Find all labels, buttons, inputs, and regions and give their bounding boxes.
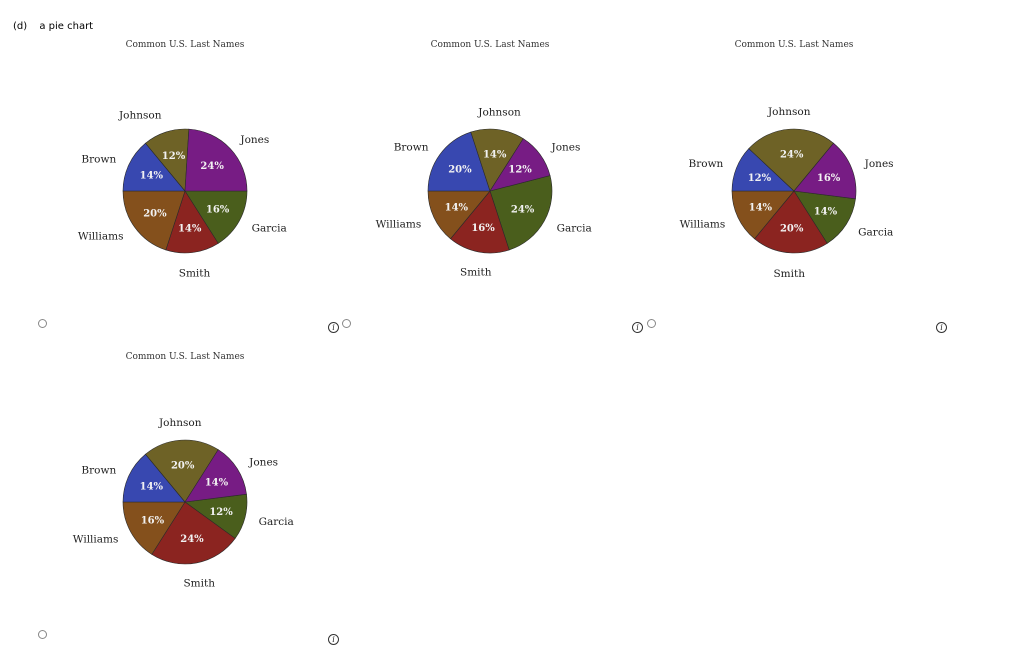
slice-category-label: Johnson [477, 107, 521, 119]
slice-percent-label: 24% [180, 534, 204, 545]
pie-slice-williams [731, 190, 795, 240]
pie-slice-johnson [145, 439, 219, 503]
slice-percent-label: 20% [171, 460, 195, 471]
pie-slice-jones [489, 138, 551, 192]
pie-chart: 16% Garcia 14% Smith 20% Williams 14% Brown 12% J… [78, 110, 287, 280]
option-chart-1: Common U.S. Last Names 16% Garcia 14% Smith… [0, 40, 300, 330]
slice-percent-label: 20% [448, 165, 472, 176]
chart-title: Common U.S. Last Names [125, 40, 245, 50]
slice-category-label: Williams [376, 218, 422, 230]
option-chart-3: Common U.S. Last Names 14% Garcia 20% Smith… [609, 40, 909, 330]
slice-category-label: Brown [81, 465, 116, 477]
slice-percent-label: 12% [209, 507, 233, 518]
pie-slice-williams [427, 190, 491, 240]
slice-percent-label: 12% [162, 151, 186, 162]
info-icon[interactable]: i [936, 322, 947, 333]
slice-percent-label: 12% [748, 173, 772, 184]
slice-category-label: Jones [864, 158, 894, 170]
pie-chart: 24% Garcia 16% Smith 14% Williams 20% Brown 14% J… [376, 107, 592, 279]
slice-percent-label: 24% [780, 149, 804, 160]
info-icon[interactable]: i [632, 322, 643, 333]
pie-slice-brown [427, 131, 491, 192]
pie-slice-garcia [184, 190, 248, 244]
slice-percent-label: 14% [140, 482, 164, 493]
chart-title: Common U.S. Last Names [430, 40, 550, 50]
slice-category-label: Williams [78, 231, 124, 243]
pie-slice-brown [122, 453, 186, 503]
slice-percent-label: 14% [749, 202, 773, 213]
pie-slice-jones [184, 449, 247, 503]
pie-slice-brown [122, 142, 186, 192]
slice-category-label: Johnson [118, 110, 162, 122]
slice-category-label: Smith [179, 267, 211, 279]
question-label: (d) a pie chart [13, 21, 93, 32]
slice-category-label: Smith [773, 268, 805, 280]
slice-category-label: Williams [73, 534, 119, 546]
slice-category-label: Garcia [259, 516, 294, 528]
slice-percent-label: 14% [205, 478, 229, 489]
pie-slice-johnson [748, 128, 834, 192]
slice-category-label: Williams [680, 218, 726, 230]
info-icon[interactable]: i [328, 322, 339, 333]
pie-slice-smith [754, 190, 828, 254]
pie-slice-garcia [489, 175, 553, 251]
option-3-radio[interactable] [647, 319, 656, 328]
pie-slice-williams [122, 501, 186, 555]
slice-percent-label: 14% [814, 206, 838, 217]
slice-category-label: Brown [394, 141, 429, 153]
pie-chart: 12% Garcia 24% Smith 16% Williams 14% Brown 20% J… [73, 417, 294, 590]
slice-category-label: Jones [239, 134, 269, 146]
pie-slice-johnson [470, 128, 524, 192]
chart-title: Common U.S. Last Names [125, 352, 245, 362]
slice-category-label: Brown [689, 158, 724, 170]
chart-title: Common U.S. Last Names [734, 40, 854, 50]
option-4-radio[interactable] [38, 630, 47, 639]
slice-category-label: Smith [460, 267, 492, 279]
pie-slice-jones [793, 142, 857, 200]
option-chart-4: Common U.S. Last Names 12% Garcia 24% Smith… [0, 352, 300, 642]
pie-slice-jones [184, 128, 248, 192]
slice-category-label: Brown [81, 154, 116, 166]
slice-percent-label: 20% [143, 208, 167, 219]
slice-category-label: Jones [550, 141, 580, 153]
slice-percent-label: 14% [140, 171, 164, 182]
pie-slice-smith [165, 190, 219, 254]
pie-slice-smith [450, 190, 510, 254]
slice-category-label: Garcia [557, 223, 592, 235]
slice-percent-label: 16% [817, 173, 841, 184]
slice-category-label: Garcia [858, 227, 893, 239]
slice-category-label: Garcia [252, 223, 287, 235]
pie-slice-smith [151, 501, 236, 565]
question-tag: (d) [13, 21, 28, 32]
slice-percent-label: 14% [445, 202, 469, 213]
slice-percent-label: 24% [200, 161, 224, 172]
option-chart-2: Common U.S. Last Names 24% Garcia 16% Smith… [305, 40, 605, 330]
option-1-radio[interactable] [38, 319, 47, 328]
option-2-radio[interactable] [342, 319, 351, 328]
slice-percent-label: 16% [471, 223, 495, 234]
question-text: a pie chart [39, 21, 94, 32]
slice-percent-label: 12% [508, 165, 532, 176]
slice-category-label: Jones [248, 456, 278, 468]
slice-percent-label: 14% [483, 150, 507, 161]
slice-category-label: Smith [183, 578, 215, 590]
slice-percent-label: 14% [178, 223, 202, 234]
pie-chart: 14% Garcia 20% Smith 14% Williams 12% Brown 24% J… [680, 106, 894, 280]
info-icon[interactable]: i [328, 634, 339, 645]
slice-percent-label: 16% [141, 515, 165, 526]
pie-slice-williams [122, 190, 186, 251]
slice-category-label: Johnson [767, 106, 811, 118]
slice-category-label: Johnson [158, 417, 202, 429]
slice-percent-label: 24% [511, 204, 535, 215]
slice-percent-label: 20% [780, 224, 804, 235]
slice-percent-label: 16% [206, 204, 230, 215]
pie-slice-garcia [793, 190, 856, 244]
